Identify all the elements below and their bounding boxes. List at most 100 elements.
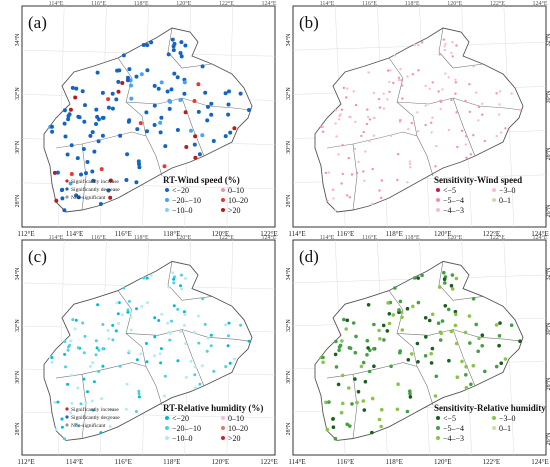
station-point — [430, 121, 433, 125]
province-boundary — [167, 261, 213, 301]
station-point — [196, 82, 201, 87]
station-point — [182, 310, 186, 314]
station-point — [159, 80, 164, 85]
station-point — [64, 365, 67, 369]
station-point — [129, 310, 133, 314]
legend-item-label: −20–−10 — [172, 196, 201, 205]
station-point — [430, 346, 435, 351]
longitude-top-tick-label: 124°E — [261, 0, 276, 7]
station-point — [189, 359, 193, 363]
station-point — [228, 361, 232, 365]
station-point — [91, 178, 96, 183]
station-point — [326, 199, 329, 202]
station-point — [408, 160, 411, 163]
station-point — [397, 76, 401, 80]
longitude-tick-label: 124°E — [531, 458, 549, 466]
station-point — [416, 111, 419, 114]
station-point — [405, 306, 410, 311]
longitude-tick-label: 114°E — [66, 458, 83, 466]
station-point — [94, 339, 98, 343]
station-point — [92, 380, 96, 384]
legend-color-marker — [492, 426, 496, 430]
station-point — [411, 304, 415, 309]
station-point — [447, 128, 451, 132]
station-point — [96, 139, 101, 144]
station-point — [106, 188, 111, 193]
longitude-tick-label: 118°E — [163, 458, 180, 466]
longitude-top-tick-label: 124°E — [532, 234, 547, 241]
station-point — [347, 346, 352, 350]
longitude-tick-label: 114°E — [288, 458, 305, 466]
station-point — [84, 401, 88, 405]
station-point — [120, 313, 124, 317]
region-outline — [314, 260, 524, 441]
station-point — [480, 333, 485, 338]
station-point — [444, 42, 447, 46]
station-point — [386, 301, 390, 305]
station-point — [129, 315, 133, 319]
station-point — [406, 181, 409, 184]
station-point — [183, 110, 188, 115]
legend-color-marker — [436, 426, 440, 430]
station-point — [203, 90, 208, 95]
station-point — [127, 349, 131, 353]
station-point — [209, 112, 214, 117]
station-point — [480, 344, 485, 348]
station-point — [434, 374, 439, 379]
longitude-top-tick-label: 116°E — [91, 0, 106, 7]
station-point — [153, 354, 157, 358]
station-point — [74, 422, 78, 426]
station-point — [341, 172, 344, 176]
legend-item-label: −10–0 — [172, 206, 193, 215]
station-point — [73, 327, 77, 331]
station-point — [160, 312, 164, 316]
station-point — [431, 116, 434, 119]
station-point — [320, 125, 323, 128]
station-point — [380, 196, 383, 199]
station-point — [70, 373, 74, 377]
station-point — [223, 91, 228, 96]
station-point — [377, 97, 381, 101]
longitude-top-tick-label: 116°E — [362, 234, 377, 241]
station-point — [495, 134, 498, 138]
station-point — [171, 44, 176, 49]
station-point — [212, 369, 216, 373]
station-point — [100, 397, 104, 401]
station-point — [54, 198, 59, 203]
station-point — [196, 109, 201, 114]
station-point — [481, 102, 484, 106]
station-point — [108, 425, 112, 428]
station-point — [124, 407, 128, 411]
station-point — [193, 330, 196, 334]
station-point — [437, 90, 440, 93]
station-point — [424, 84, 427, 88]
station-point — [62, 108, 67, 113]
legend-item-label: 0–10 — [228, 414, 244, 423]
station-point — [121, 53, 126, 58]
station-point — [338, 343, 343, 348]
station-point — [81, 321, 85, 325]
station-point — [60, 425, 64, 429]
province-boundary — [326, 131, 418, 149]
longitude-tick-label: 114°E — [288, 230, 305, 238]
station-point — [397, 79, 401, 82]
station-point — [63, 340, 67, 343]
longitude-top-tick-label: 118°E — [134, 234, 149, 241]
station-point — [388, 90, 391, 94]
station-point — [363, 379, 368, 384]
station-point — [124, 178, 129, 182]
station-point — [149, 273, 153, 277]
station-point — [182, 323, 186, 327]
longitude-top-tick-label: 118°E — [405, 0, 420, 7]
panel-label: (d) — [299, 247, 319, 266]
station-point — [80, 89, 85, 94]
station-point — [135, 127, 140, 132]
station-point — [56, 400, 60, 404]
station-point — [380, 179, 383, 182]
station-point — [144, 342, 148, 345]
station-point — [232, 126, 237, 131]
station-point — [357, 160, 360, 164]
station-point — [331, 425, 336, 430]
station-point — [370, 202, 374, 206]
station-point — [74, 86, 79, 91]
